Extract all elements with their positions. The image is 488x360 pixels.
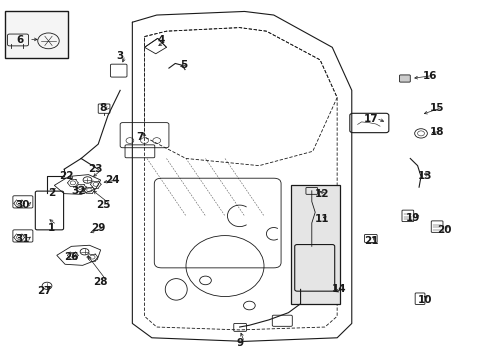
Text: 27: 27 <box>37 286 52 296</box>
FancyBboxPatch shape <box>291 185 339 305</box>
Text: 21: 21 <box>363 236 378 246</box>
Text: 2: 2 <box>48 188 56 198</box>
Text: 15: 15 <box>429 103 444 113</box>
Text: 23: 23 <box>88 164 103 174</box>
Text: 7: 7 <box>136 132 143 142</box>
FancyBboxPatch shape <box>399 75 409 82</box>
Text: 22: 22 <box>59 171 74 181</box>
Text: 30: 30 <box>15 200 30 210</box>
Text: 1: 1 <box>48 224 56 233</box>
Text: 19: 19 <box>405 213 419 222</box>
Text: 9: 9 <box>236 338 243 348</box>
Text: 18: 18 <box>429 127 444 136</box>
Text: 28: 28 <box>93 277 108 287</box>
Text: 12: 12 <box>315 189 329 199</box>
Text: 13: 13 <box>417 171 431 181</box>
Text: 3: 3 <box>116 51 123 61</box>
Text: 5: 5 <box>180 60 187 70</box>
Text: 11: 11 <box>315 215 329 224</box>
Text: 32: 32 <box>71 186 86 196</box>
Text: 31: 31 <box>15 234 30 244</box>
Text: 14: 14 <box>331 284 346 294</box>
Text: 10: 10 <box>417 295 431 305</box>
FancyBboxPatch shape <box>4 12 68 58</box>
Text: 8: 8 <box>99 103 106 113</box>
Text: 24: 24 <box>105 175 120 185</box>
Text: 29: 29 <box>91 224 105 233</box>
Text: 6: 6 <box>17 35 24 45</box>
Text: 17: 17 <box>363 114 378 124</box>
Text: 26: 26 <box>64 252 79 262</box>
Text: 16: 16 <box>422 71 436 81</box>
Text: 4: 4 <box>158 35 165 45</box>
Text: 20: 20 <box>436 225 451 235</box>
Text: 25: 25 <box>96 200 110 210</box>
